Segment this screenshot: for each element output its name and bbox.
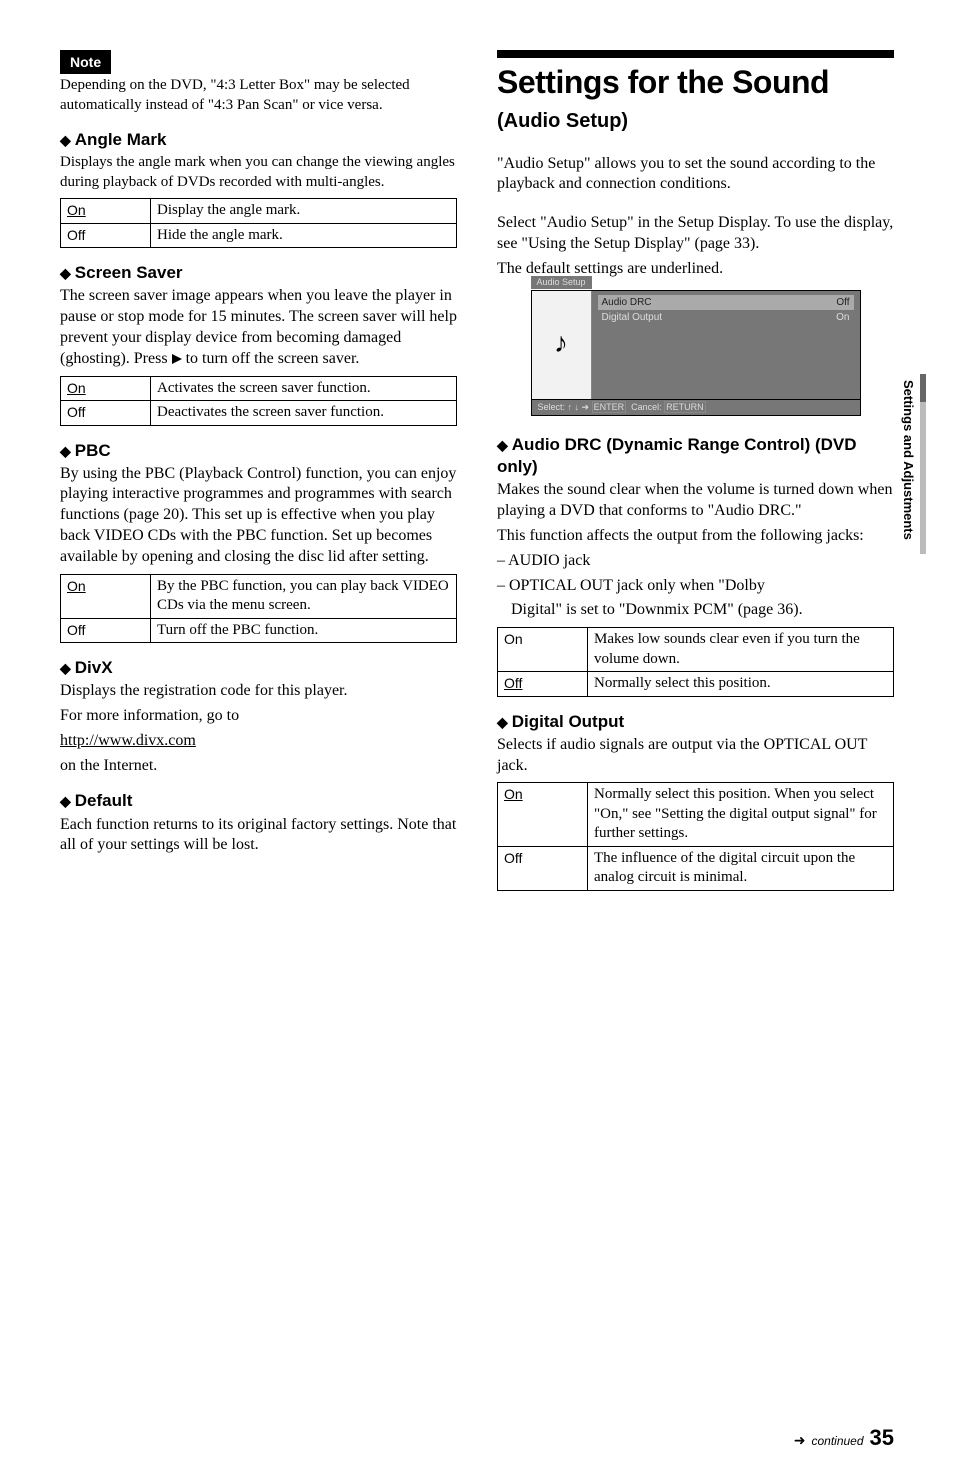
section-header: Settings for the Sound (Audio Setup) [497, 50, 894, 134]
table-row: OnActivates the screen saver function. [61, 376, 457, 401]
play-icon [172, 354, 182, 364]
table-row: OnBy the PBC function, you can play back… [61, 574, 457, 618]
heading-angle-mark: ◆Angle Mark [60, 129, 457, 151]
default-desc: Each function returns to its original fa… [60, 815, 457, 857]
arrow-right-icon: ➜ [794, 1431, 806, 1449]
diamond-icon: ◆ [60, 265, 71, 281]
note-icon: ♪ [532, 291, 592, 399]
divx-line2: For more information, go to [60, 706, 457, 727]
table-row: OffTurn off the PBC function. [61, 618, 457, 643]
drc-table: OnMakes low sounds clear even if you tur… [497, 627, 894, 697]
saver-table: OnActivates the screen saver function. O… [60, 376, 457, 426]
diamond-icon: ◆ [60, 660, 71, 676]
heading-divx: ◆DivX [60, 657, 457, 679]
heading-pbc: ◆PBC [60, 440, 457, 462]
page-subtitle: (Audio Setup) [497, 108, 894, 134]
table-row: OffThe influence of the digital circuit … [498, 846, 894, 890]
page-title: Settings for the Sound [497, 62, 894, 104]
title-bar [497, 50, 894, 58]
divx-line1: Displays the registration code for this … [60, 681, 457, 702]
note-text: Depending on the DVD, "4:3 Letter Box" m… [60, 76, 457, 115]
table-row: OffNormally select this position. [498, 672, 894, 697]
drc-jack2a: – OPTICAL OUT jack only when "Dolby [497, 576, 894, 597]
side-section-label: Settings and Adjustments [899, 380, 916, 540]
drc-p1: Makes the sound clear when the volume is… [497, 480, 894, 522]
digital-table: OnNormally select this position. When yo… [497, 782, 894, 891]
note-label: Note [60, 50, 111, 74]
diamond-icon: ◆ [60, 132, 71, 148]
angle-desc: Displays the angle mark when you can cha… [60, 153, 457, 192]
table-row: OffHide the angle mark. [61, 223, 457, 248]
table-row: OnNormally select this position. When yo… [498, 783, 894, 847]
digital-desc: Selects if audio signals are output via … [497, 735, 894, 777]
diamond-icon: ◆ [497, 437, 508, 453]
divx-link[interactable]: http://www.divx.com [60, 732, 196, 749]
osd-row: Digital OutputOn [598, 310, 854, 325]
heading-screen-saver: ◆Screen Saver [60, 262, 457, 284]
page-number: 35 [870, 1424, 894, 1453]
intro-text: "Audio Setup" allows you to set the soun… [497, 154, 894, 196]
diamond-icon: ◆ [60, 443, 71, 459]
diamond-icon: ◆ [497, 714, 508, 730]
return-key: RETURN [664, 401, 706, 413]
angle-table: OnDisplay the angle mark. OffHide the an… [60, 198, 457, 248]
osd-tab: Audio Setup [531, 276, 592, 290]
page-footer: ➜ continued 35 [794, 1424, 894, 1453]
osd-diagram: Audio Setup ♪ Audio DRCOff Digital Outpu… [531, 290, 861, 417]
continued-label: continued [811, 1434, 863, 1450]
right-column: Settings for the Sound (Audio Setup) "Au… [497, 50, 894, 905]
drc-jack2b: Digital" is set to "Downmix PCM" (page 3… [497, 600, 894, 621]
side-index-marker [920, 374, 926, 402]
diamond-icon: ◆ [60, 793, 71, 809]
drc-jack1: – AUDIO jack [497, 551, 894, 572]
osd-row-highlight: Audio DRCOff [598, 295, 854, 310]
saver-desc: The screen saver image appears when you … [60, 286, 457, 369]
osd-footer: Select: ↑ ↓ ➔ ENTER Cancel: RETURN [531, 400, 861, 417]
divx-line3: on the Internet. [60, 756, 457, 777]
table-row: OnDisplay the angle mark. [61, 199, 457, 224]
heading-audio-drc: ◆Audio DRC (Dynamic Range Control) (DVD … [497, 434, 894, 478]
select-text: Select "Audio Setup" in the Setup Displa… [497, 213, 894, 255]
drc-p2: This function affects the output from th… [497, 526, 894, 547]
pbc-table: OnBy the PBC function, you can play back… [60, 574, 457, 644]
enter-key: ENTER [592, 401, 627, 413]
heading-default: ◆Default [60, 790, 457, 812]
pbc-desc: By using the PBC (Playback Control) func… [60, 464, 457, 568]
heading-digital-output: ◆Digital Output [497, 711, 894, 733]
table-row: OnMakes low sounds clear even if you tur… [498, 628, 894, 672]
arrow-icon: ↑ ↓ ➔ [568, 402, 590, 412]
table-row: OffDeactivates the screen saver function… [61, 401, 457, 426]
left-column: Note Depending on the DVD, "4:3 Letter B… [60, 50, 457, 905]
